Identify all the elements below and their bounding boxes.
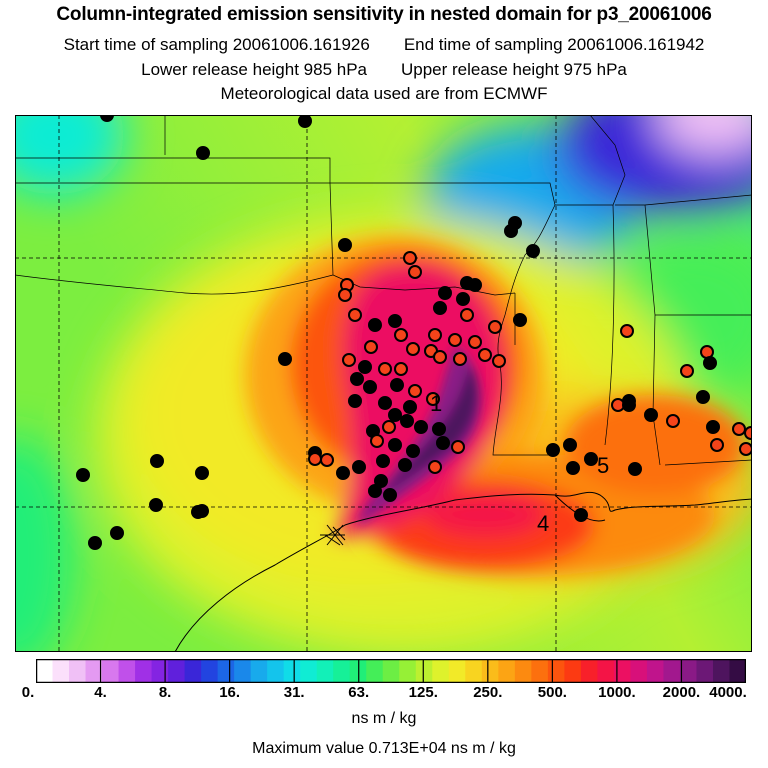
colorbar-cell (102, 659, 120, 683)
colorbar-cell (118, 659, 136, 683)
colorbar-cell (234, 659, 252, 683)
colorbar-cell (366, 659, 384, 683)
colorbar-tick-label: 500. (537, 684, 567, 701)
colorbar-tick-label: 31. (283, 684, 305, 701)
start-time: Start time of sampling 20061006.161926 (63, 35, 370, 54)
plot-title: Column-integrated emission sensitivity i… (56, 4, 712, 25)
sampling-times: Start time of sampling 20061006.161926 En… (0, 35, 768, 55)
lower-release-height: Lower release height 985 hPa (141, 60, 367, 79)
colorbar-cell (646, 659, 665, 683)
colorbar-cell (729, 659, 746, 683)
colorbar-tick-label: 250. (473, 684, 503, 701)
release-heights: Lower release height 985 hPa Upper releas… (0, 60, 768, 80)
colorbar-cell (696, 659, 714, 683)
colorbar-cell (85, 659, 103, 683)
colorbar-cell (333, 659, 351, 683)
colorbar-cell (630, 659, 648, 683)
sample-markers (76, 115, 752, 550)
map-label-5: 5 (597, 453, 609, 478)
colorbar-cell (250, 659, 268, 683)
release-site (320, 524, 345, 546)
colorbar-cell (712, 659, 731, 683)
met-data-source: Meteorological data used are from ECMWF (220, 84, 548, 103)
colorbar (36, 659, 746, 683)
colorbar-cell (52, 659, 70, 683)
colorbar-tick-label: 0. (21, 684, 35, 701)
upper-release-height: Upper release height 975 hPa (401, 60, 627, 79)
colorbar-cell (498, 659, 516, 683)
colorbar-cell (580, 659, 598, 683)
colorbar-tick-label: 1000. (598, 684, 636, 701)
sensitivity-core (359, 345, 482, 525)
colorbar-cell (613, 659, 632, 683)
colorbar-cell (201, 659, 219, 683)
colorbar-cell (432, 659, 450, 683)
colorbar-cell (69, 659, 87, 683)
colorbar-cell (679, 659, 698, 683)
colorbar-cell (465, 659, 483, 683)
map-labels: 1 4 5 (430, 391, 609, 536)
colorbar-cell (514, 659, 532, 683)
colorbar-tick-label: 2000. (662, 684, 701, 701)
colorbar-tick-label: 8. (158, 684, 172, 701)
colorbar-cell (36, 659, 54, 683)
colorbar-cell (415, 659, 433, 683)
map-label-4: 4 (537, 511, 549, 536)
colorbar-tick-label: 4. (94, 684, 107, 701)
colorbar-cell (168, 659, 186, 683)
colorbar-cell (448, 659, 466, 683)
colorbar-cell (597, 659, 615, 683)
colorbar-cell (135, 659, 153, 683)
colorbar-cell (184, 659, 202, 683)
colorbar-cell (316, 659, 334, 683)
colorbar-tick-label: 63. (348, 684, 370, 701)
colorbar-cell (531, 659, 549, 683)
colorbar-cell (564, 659, 582, 683)
colorbar-cell (151, 659, 169, 683)
colorbar-cell (382, 659, 400, 683)
colorbar-cell (547, 659, 565, 683)
colorbar-tick-label: 125. (408, 684, 438, 701)
colorbar-ticks: 0. 4. 8. 16. 31. 63. 125. 250. 500. 1000. 2000. 400… (0, 684, 768, 704)
colorbar-cell (283, 659, 301, 683)
lat-lon-grid (15, 115, 752, 652)
map-label-1: 1 (430, 391, 442, 416)
colorbar-tick-label: 4000. (709, 684, 747, 701)
end-time: End time of sampling 20061006.161942 (403, 35, 705, 54)
maximum-value: Maximum value 0.713E+04 ns m / kg (252, 740, 516, 757)
colorbar-cell (300, 659, 318, 683)
sensitivity-map: 1 4 5 (15, 115, 752, 652)
colorbar-cell (267, 659, 285, 683)
colorbar-cell (663, 659, 681, 683)
colorbar-tick-label: 16. (219, 684, 241, 701)
colorbar-units: ns m / kg (351, 710, 417, 727)
colorbar-cell (217, 659, 235, 683)
colorbar-cell (399, 659, 417, 683)
colorbar-cell (481, 659, 499, 683)
